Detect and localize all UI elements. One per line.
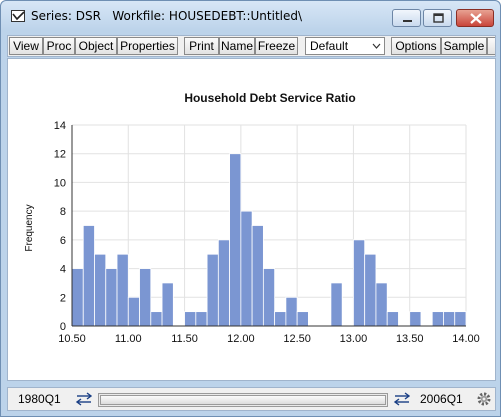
histogram-bar <box>150 311 163 327</box>
histogram-bar <box>161 282 174 327</box>
y-tick-label: 10 <box>54 177 66 189</box>
histogram-bar <box>217 239 230 327</box>
tick-labels: 0 2 4 6 8 10 12 14 10.50 11.00 11.50 12.00 12.50 13.0… <box>54 120 480 345</box>
object-button[interactable]: Object <box>75 37 117 55</box>
histogram-bar <box>409 311 422 327</box>
histogram-bar <box>443 311 456 327</box>
minimize-button[interactable] <box>392 9 421 27</box>
sample-button[interactable]: Sample <box>441 37 487 55</box>
sample-start: 1980Q1 <box>18 392 61 406</box>
histogram-bar <box>195 311 208 327</box>
x-tick-label: 11.50 <box>171 333 198 345</box>
histogram-bar <box>375 282 388 327</box>
y-tick-label: 4 <box>60 264 66 276</box>
sample-range-scrollbar[interactable] <box>98 393 388 407</box>
x-tick-label: 12.50 <box>283 333 311 345</box>
x-tick-label: 12.00 <box>227 333 255 345</box>
axes <box>71 125 466 327</box>
name-button[interactable]: Name <box>219 37 255 55</box>
series-window-icon <box>11 10 25 22</box>
histogram-bar <box>229 153 242 327</box>
x-tick-label: 14.00 <box>452 333 480 345</box>
x-tick-label: 13.00 <box>340 333 368 345</box>
histogram-bar <box>431 311 444 327</box>
histogram-chart: Household Debt Service Ratio Frequency 0… <box>24 91 480 345</box>
chevron-down-icon <box>372 43 381 49</box>
histogram-bar <box>353 239 366 327</box>
histogram-bar <box>82 225 95 327</box>
window-title: Series: DSR Workfile: HOUSEDEBT::Untitle… <box>31 9 303 23</box>
sample-end: 2006Q1 <box>420 392 463 406</box>
histogram-bar <box>240 210 253 327</box>
graph-area: Household Debt Service Ratio Frequency 0… <box>7 58 496 381</box>
histogram-bar <box>262 268 276 327</box>
histogram-bar <box>206 253 219 327</box>
histogram-bar <box>127 296 140 327</box>
histogram-bar <box>116 253 129 327</box>
freeze-button[interactable]: Freeze <box>255 37 298 55</box>
y-tick-label: 14 <box>54 120 66 132</box>
print-button[interactable]: Print <box>184 37 219 55</box>
histogram-bar <box>184 311 197 327</box>
histogram-bar <box>94 253 107 327</box>
histogram-bar <box>454 311 467 327</box>
sample-bar: 1980Q1 2006Q1 <box>7 387 496 411</box>
view-mode-select[interactable]: Default <box>305 37 385 55</box>
histogram-bar <box>274 311 287 327</box>
chart-title: Household Debt Service Ratio <box>184 91 355 105</box>
y-tick-label: 12 <box>54 149 66 161</box>
options-button[interactable]: Options <box>391 37 441 55</box>
view-button[interactable]: View <box>9 37 43 55</box>
proc-button[interactable]: Proc <box>43 37 75 55</box>
histogram-bar <box>71 268 84 327</box>
view-mode-value: Default <box>310 39 349 53</box>
y-tick-label: 0 <box>60 321 66 333</box>
x-tick-label: 10.50 <box>58 333 86 345</box>
sample-range-thumb[interactable] <box>100 395 386 405</box>
object-toolbar: View Proc Object Properties Print Name F… <box>7 35 496 57</box>
x-tick-label: 13.50 <box>396 333 424 345</box>
y-tick-label: 6 <box>60 235 66 247</box>
histogram-bars <box>71 153 467 327</box>
histogram-bar <box>285 296 298 327</box>
histogram-bar <box>386 311 399 327</box>
x-tick-label: 11.00 <box>115 333 142 345</box>
shift-right-arrows-icon[interactable] <box>392 390 410 408</box>
title-bar[interactable]: Series: DSR Workfile: HOUSEDEBT::Untitle… <box>1 1 500 31</box>
histogram-bar <box>330 282 343 327</box>
close-button[interactable] <box>456 9 494 27</box>
histogram-bar <box>251 225 264 327</box>
shift-left-arrows-icon[interactable] <box>74 390 92 408</box>
y-tick-label: 2 <box>60 292 66 304</box>
y-tick-label: 8 <box>60 206 66 218</box>
gear-icon[interactable] <box>476 391 492 407</box>
histogram-bar <box>139 268 152 327</box>
histogram-bar <box>364 253 377 327</box>
maximize-button[interactable] <box>423 9 452 27</box>
histogram-bar <box>296 311 309 327</box>
properties-button[interactable]: Properties <box>117 37 178 55</box>
toolbar-overflow-button[interactable] <box>487 37 495 55</box>
y-axis-label: Frequency <box>24 204 35 251</box>
histogram-bar <box>105 268 118 327</box>
